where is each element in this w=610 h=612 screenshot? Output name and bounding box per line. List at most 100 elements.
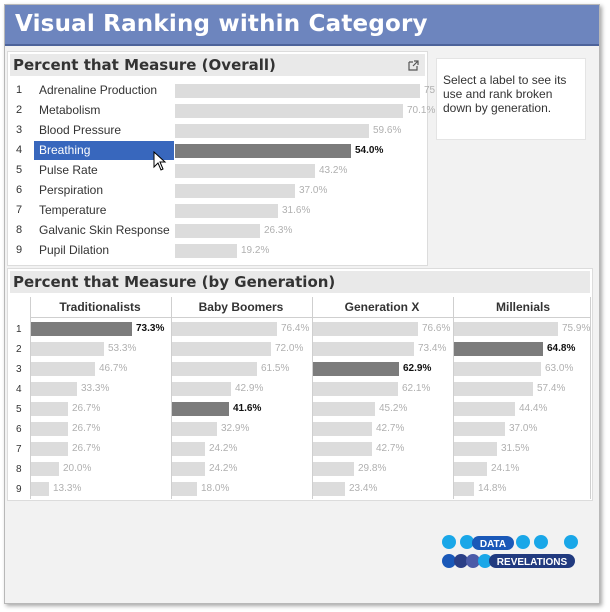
bar[interactable] [313, 422, 372, 436]
rank-label: 7 [16, 444, 22, 455]
measure-label[interactable]: Perspiration [39, 183, 104, 197]
measure-label[interactable]: Breathing [34, 141, 174, 160]
rank-label: 3 [16, 364, 22, 375]
overall-panel: Percent that Measure (Overall) 1 Adrenali… [7, 51, 452, 266]
bar[interactable] [31, 362, 95, 376]
bar[interactable] [313, 482, 345, 496]
rank-label: 5 [16, 404, 22, 415]
bar[interactable] [31, 402, 68, 416]
bar[interactable] [175, 244, 237, 258]
overall-row[interactable]: 4 Breathing 54.0% [8, 141, 427, 161]
column-divider [30, 297, 31, 499]
rank-label: 4 [16, 144, 23, 156]
bar[interactable] [313, 382, 398, 396]
bar[interactable] [454, 462, 487, 476]
bar[interactable] [313, 442, 372, 456]
bar[interactable] [172, 482, 197, 496]
popout-icon[interactable] [408, 60, 419, 71]
overall-row[interactable]: 6 Perspiration 37.0% [8, 181, 427, 201]
logo-text-revelations: REVELATIONS [497, 557, 568, 568]
data-label: 46.7% [99, 363, 128, 374]
bar[interactable] [172, 402, 229, 416]
data-label: 41.6% [233, 403, 262, 414]
rank-label: 8 [16, 464, 22, 475]
measure-label[interactable]: Temperature [39, 203, 107, 217]
bar[interactable] [175, 84, 420, 98]
bar[interactable] [454, 442, 497, 456]
bar[interactable] [175, 144, 351, 158]
data-label: 33.3% [81, 383, 110, 394]
data-label: 26.7% [72, 403, 101, 414]
bar[interactable] [175, 104, 403, 118]
bar[interactable] [313, 402, 375, 416]
measure-label[interactable]: Pulse Rate [39, 163, 98, 177]
overall-row[interactable]: 3 Blood Pressure 59.6% [8, 121, 427, 141]
data-label: 61.5% [261, 363, 290, 374]
overall-row[interactable]: 5 Pulse Rate 43.2% [8, 161, 427, 181]
column-divider [171, 297, 172, 499]
bar[interactable] [175, 204, 278, 218]
generation-header: Percent that Measure (by Generation) [10, 271, 590, 293]
generation-panel: Percent that Measure (by Generation) Tra… [7, 268, 593, 501]
data-label: 32.9% [221, 423, 250, 434]
data-label: 76.6% [422, 323, 451, 334]
data-label: 75.9% [562, 323, 591, 334]
rank-label: 2 [16, 344, 22, 355]
bar[interactable] [454, 382, 533, 396]
overall-title: Percent that Measure (Overall) [13, 56, 276, 74]
bar[interactable] [454, 342, 543, 356]
overall-row[interactable]: 8 Galvanic Skin Response 26.3% [8, 221, 427, 241]
measure-label[interactable]: Blood Pressure [39, 123, 122, 137]
bar[interactable] [454, 322, 558, 336]
overall-row[interactable]: 7 Temperature 31.6% [8, 201, 427, 221]
bar[interactable] [31, 382, 77, 396]
bar[interactable] [31, 462, 59, 476]
bar[interactable] [454, 362, 541, 376]
bar[interactable] [172, 382, 231, 396]
bar[interactable] [31, 342, 104, 356]
column-divider [453, 297, 454, 499]
bar[interactable] [172, 442, 205, 456]
measure-label[interactable]: Pupil Dilation [39, 243, 110, 257]
bar[interactable] [175, 164, 315, 178]
bar[interactable] [31, 442, 68, 456]
bar[interactable] [172, 322, 277, 336]
data-revelations-logo: DATA REVELATIONS [442, 535, 578, 568]
overall-row[interactable]: 2 Metabolism 70.1% [8, 101, 435, 121]
bar[interactable] [454, 482, 474, 496]
bar[interactable] [172, 362, 257, 376]
measure-label[interactable]: Adrenaline Production [39, 83, 158, 97]
data-label: 42.7% [376, 443, 405, 454]
logo-text-data: DATA [480, 539, 506, 550]
overall-row[interactable]: 9 Pupil Dilation 19.2% [8, 241, 427, 261]
bar[interactable] [31, 422, 68, 436]
bar[interactable] [172, 342, 271, 356]
bar[interactable] [31, 482, 49, 496]
bar[interactable] [454, 402, 515, 416]
bar[interactable] [313, 462, 354, 476]
column-header: Generation X [344, 300, 420, 314]
rank-label: 8 [16, 224, 23, 236]
rank-label: 3 [16, 124, 23, 136]
bar[interactable] [175, 124, 369, 138]
bar[interactable] [313, 322, 418, 336]
rank-label: 9 [16, 484, 22, 495]
measure-label[interactable]: Galvanic Skin Response [39, 223, 170, 237]
bar[interactable] [172, 422, 217, 436]
data-label: 59.6% [373, 125, 402, 136]
data-label: 26.7% [72, 423, 101, 434]
column-divider [590, 297, 591, 499]
data-label: 73.3% [136, 323, 165, 334]
header-divider [30, 317, 590, 318]
bar[interactable] [313, 342, 414, 356]
rank-label: 6 [16, 424, 22, 435]
bar[interactable] [313, 362, 399, 376]
data-label: 53.3% [108, 343, 137, 354]
bar[interactable] [175, 224, 260, 238]
bar[interactable] [31, 322, 132, 336]
measure-label[interactable]: Metabolism [39, 103, 101, 117]
bar[interactable] [454, 422, 505, 436]
bar[interactable] [172, 462, 205, 476]
bar[interactable] [175, 184, 295, 198]
